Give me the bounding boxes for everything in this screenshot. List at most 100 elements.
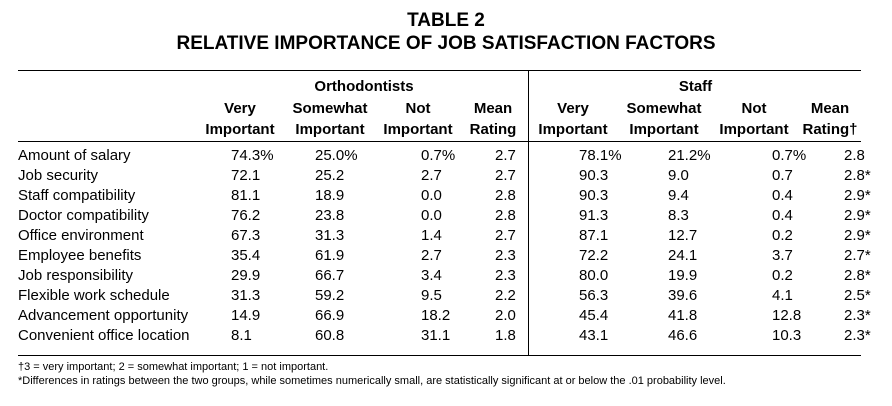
table-row: Amount of salary 74.3% 25.0% 0.7% 2.7 78.1% 21… <box>18 146 892 166</box>
staff-cell: 19.9 <box>668 267 698 284</box>
ortho-cell: 0.7% <box>421 147 456 164</box>
staff-cell: 2.9* <box>844 227 871 244</box>
ortho-cell: 2.7 <box>421 167 442 184</box>
staff-cell: 2.9* <box>844 207 871 224</box>
ortho-cell: 9.5 <box>421 287 442 304</box>
ortho-cell: 81.1 <box>231 187 261 204</box>
staff-cell: 2.9* <box>844 187 871 204</box>
staff-cell: 46.6 <box>668 327 698 344</box>
ortho-cell: 2.7 <box>421 247 442 264</box>
header-line: Very <box>557 100 589 117</box>
staff-cell: 78.1% <box>579 147 622 164</box>
ortho-cell: 0.0 <box>421 207 442 224</box>
header-line: Not <box>741 100 767 117</box>
ortho-cell: 14.9 <box>231 307 261 324</box>
ortho-cell: 8.1 <box>231 327 252 344</box>
ortho-cell: 61.9 <box>315 247 345 264</box>
ortho-cell: 66.7 <box>315 267 345 284</box>
header-staff-somewhat: Somewhat Important <box>617 98 711 140</box>
ortho-cell: 59.2 <box>315 287 345 304</box>
header-line: Important <box>538 121 608 138</box>
staff-cell: 2.7* <box>844 247 871 264</box>
staff-cell: 0.7% <box>772 147 807 164</box>
staff-cell: 2.8* <box>844 267 871 284</box>
ortho-cell: 0.0 <box>421 187 442 204</box>
ortho-cell: 60.8 <box>315 327 345 344</box>
table-row: Flexible work schedule 31.3 59.2 9.5 2.2 56.3… <box>18 286 892 306</box>
ortho-cell: 2.7 <box>495 167 516 184</box>
ortho-cell: 2.0 <box>495 307 516 324</box>
header-ortho-somewhat: Somewhat Important <box>284 98 376 140</box>
ortho-cell: 25.0% <box>315 147 358 164</box>
header-line: Important <box>719 121 789 138</box>
row-label: Advancement opportunity <box>18 307 189 324</box>
ortho-cell: 18.2 <box>421 307 451 324</box>
staff-cell: 0.2 <box>772 267 793 284</box>
staff-cell: 43.1 <box>579 327 609 344</box>
row-label: Amount of salary <box>18 147 131 164</box>
ortho-cell: 25.2 <box>315 167 345 184</box>
row-label: Employee benefits <box>18 247 142 264</box>
footnote-scale: †3 = very important; 2 = somewhat import… <box>18 361 329 373</box>
staff-cell: 91.3 <box>579 207 609 224</box>
table-number: TABLE 2 <box>407 10 485 31</box>
staff-cell: 2.8* <box>844 167 871 184</box>
ortho-cell: 3.4 <box>421 267 442 284</box>
row-label: Office environment <box>18 227 144 244</box>
staff-cell: 4.1 <box>772 287 793 304</box>
staff-cell: 24.1 <box>668 247 698 264</box>
table-title: RELATIVE IMPORTANCE OF JOB SATISFACTION … <box>176 33 716 54</box>
staff-cell: 2.3* <box>844 327 871 344</box>
table-row: Employee benefits 35.4 61.9 2.7 2.3 72.2 24.1 3… <box>18 246 892 266</box>
table-row: Convenient office location 8.1 60.8 31.1 1.8… <box>18 326 892 346</box>
ortho-cell: 2.8 <box>495 187 516 204</box>
header-ortho-very: Very Important <box>196 98 284 140</box>
header-line: Rating† <box>802 121 858 138</box>
table-row: Doctor compatibility 76.2 23.8 0.0 2.8 91.3 8.… <box>18 206 892 226</box>
ortho-cell: 67.3 <box>231 227 261 244</box>
ortho-cell: 23.8 <box>315 207 345 224</box>
staff-cell: 21.2% <box>668 147 711 164</box>
row-label: Doctor compatibility <box>18 207 149 224</box>
ortho-cell: 74.3% <box>231 147 274 164</box>
header-line: Important <box>629 121 699 138</box>
staff-cell: 3.7 <box>772 247 793 264</box>
ortho-cell: 2.8 <box>495 207 516 224</box>
row-label: Staff compatibility <box>18 187 136 204</box>
staff-cell: 80.0 <box>579 267 609 284</box>
staff-cell: 8.3 <box>668 207 689 224</box>
staff-cell: 72.2 <box>579 247 609 264</box>
staff-cell: 2.5* <box>844 287 871 304</box>
footnote-significance: *Differences in ratings between the two … <box>18 375 726 387</box>
header-line: Important <box>383 121 453 138</box>
ortho-cell: 31.3 <box>315 227 345 244</box>
ortho-cell: 76.2 <box>231 207 261 224</box>
ortho-cell: 2.7 <box>495 147 516 164</box>
ortho-cell: 66.9 <box>315 307 345 324</box>
staff-cell: 0.2 <box>772 227 793 244</box>
header-line: Mean <box>810 100 850 117</box>
header-staff-not: Not Important <box>711 98 797 140</box>
staff-cell: 0.4 <box>772 207 793 224</box>
table-row: Office environment 67.3 31.3 1.4 2.7 87.1 12.7… <box>18 226 892 246</box>
header-ortho-not: Not Important <box>376 98 460 140</box>
ortho-cell: 1.8 <box>495 327 516 344</box>
header-line: Not <box>405 100 431 117</box>
row-label: Job responsibility <box>18 267 134 284</box>
staff-cell: 0.7 <box>772 167 793 184</box>
staff-cell: 12.7 <box>668 227 698 244</box>
header-line: Somewhat <box>292 100 368 117</box>
table-row: Advancement opportunity 14.9 66.9 18.2 2.0 45… <box>18 306 892 326</box>
group-orthodontists: Orthodontists <box>314 78 414 95</box>
header-line: Very <box>224 100 256 117</box>
table-row: Job security 72.1 25.2 2.7 2.7 90.3 9.0 0.7 2.8* <box>18 166 892 186</box>
ortho-cell: 31.3 <box>231 287 261 304</box>
staff-cell: 90.3 <box>579 167 609 184</box>
header-line: Somewhat <box>626 100 702 117</box>
row-label: Job security <box>18 167 99 184</box>
row-label: Flexible work schedule <box>18 287 170 304</box>
staff-cell: 90.3 <box>579 187 609 204</box>
staff-cell: 39.6 <box>668 287 698 304</box>
header-line: Important <box>295 121 365 138</box>
staff-cell: 2.8 <box>844 147 865 164</box>
